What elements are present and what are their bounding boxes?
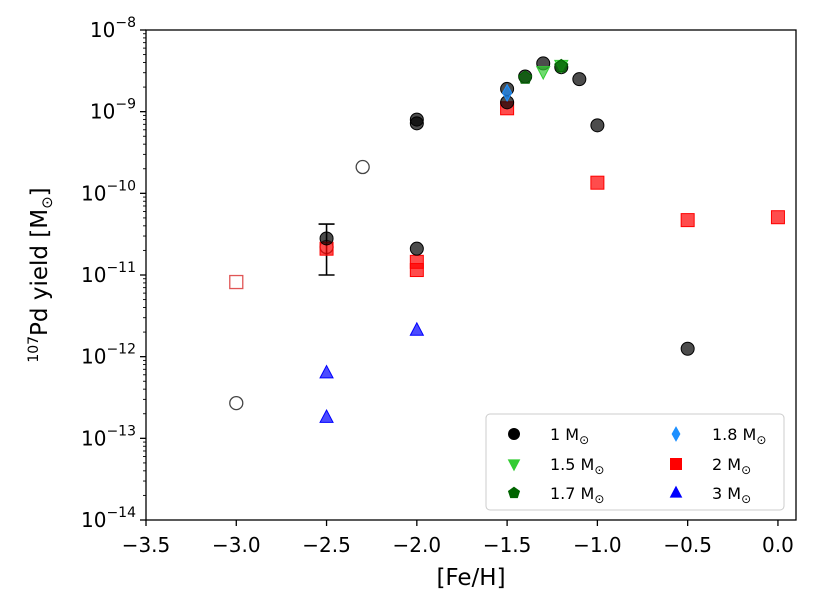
legend-label-sub-4: ⊙ bbox=[741, 463, 751, 477]
legend-marker-5 bbox=[669, 485, 683, 498]
legend-marker-1 bbox=[507, 459, 521, 472]
series-4-point-2 bbox=[409, 263, 424, 278]
series-5-point-1 bbox=[319, 408, 334, 423]
y-tick-label-6: 10−14 bbox=[81, 505, 136, 532]
y-axis-title: 107Pd yield [M⊙] bbox=[26, 187, 56, 362]
open-marker-0 bbox=[229, 395, 244, 411]
series-2-point-0 bbox=[518, 70, 533, 84]
legend-label-name-4: 2 M bbox=[712, 455, 741, 474]
series-0-point-3 bbox=[409, 241, 424, 256]
y-tick-label-base-3: 10 bbox=[81, 263, 106, 287]
legend-label-2: 1.7 M⊙ bbox=[550, 484, 604, 506]
series-0-point-9 bbox=[572, 72, 587, 87]
y-tick-label-exponent-0: −8 bbox=[115, 15, 136, 31]
x-tick-label-1: −3.0 bbox=[212, 533, 261, 557]
legend-label-5: 3 M⊙ bbox=[712, 484, 751, 506]
y-tick-label-base-4: 10 bbox=[81, 345, 106, 369]
y-tick-label-base-5: 10 bbox=[81, 426, 106, 450]
y-axis-title-isotope: 107 bbox=[26, 336, 42, 363]
open-marker-3 bbox=[229, 274, 244, 290]
legend-label-name-0: 1 M bbox=[550, 425, 579, 444]
series-5-point-0 bbox=[319, 364, 334, 379]
legend: 1 M⊙1.5 M⊙1.7 M⊙1.8 M⊙2 M⊙3 M⊙ bbox=[485, 413, 785, 511]
x-tick-label-0: −3.5 bbox=[122, 533, 171, 557]
series-4-point-6 bbox=[770, 210, 785, 225]
legend-marker-0 bbox=[508, 428, 520, 440]
plot-marks bbox=[229, 56, 785, 423]
y-tick-label-exponent-2: −10 bbox=[106, 178, 136, 194]
legend-label-0: 1 M⊙ bbox=[550, 425, 589, 447]
y-tick-label-exponent-4: −12 bbox=[106, 342, 136, 358]
series-0-point-0 bbox=[319, 231, 334, 246]
legend-marker-2 bbox=[507, 486, 521, 499]
y-tick-label-exponent-1: −9 bbox=[115, 97, 136, 113]
legend-label-name-1: 1.5 M bbox=[550, 455, 594, 474]
y-tick-label-exponent-3: −11 bbox=[106, 260, 136, 276]
x-axis-title: [Fe/H] bbox=[436, 565, 505, 591]
series-0-point-11 bbox=[680, 341, 695, 356]
series-4-point-5 bbox=[680, 213, 695, 228]
y-axis-title-main: Pd yield [M bbox=[27, 209, 53, 336]
legend-label-sub-0: ⊙ bbox=[579, 433, 589, 447]
y-tick-label-base-2: 10 bbox=[81, 181, 106, 205]
legend-label-sub-1: ⊙ bbox=[594, 463, 604, 477]
series-4-point-4 bbox=[590, 175, 605, 190]
y-axis-title-close: ] bbox=[27, 187, 53, 196]
series-0-point-10 bbox=[590, 118, 605, 133]
x-tick-label-6: −0.5 bbox=[663, 533, 712, 557]
y-tick-label-4: 10−12 bbox=[81, 342, 136, 369]
series-2-point-1 bbox=[554, 58, 569, 73]
legend-label-4: 2 M⊙ bbox=[712, 455, 751, 477]
legend-marker-3 bbox=[671, 426, 681, 442]
y-tick-label-3: 10−11 bbox=[81, 260, 136, 287]
x-tick-label-4: −1.5 bbox=[483, 533, 532, 557]
legend-label-1: 1.5 M⊙ bbox=[550, 455, 604, 477]
legend-label-name-5: 3 M bbox=[712, 484, 741, 503]
x-tick-label-7: 0.0 bbox=[762, 533, 794, 557]
y-tick-label-2: 10−10 bbox=[81, 178, 136, 205]
y-tick-label-base-1: 10 bbox=[90, 100, 115, 124]
legend-box bbox=[485, 413, 785, 511]
y-axis-title-sub: ⊙ bbox=[38, 196, 56, 209]
legend-marker-4 bbox=[670, 458, 682, 470]
legend-label-sub-3: ⊙ bbox=[756, 433, 766, 447]
x-tick-label-5: −1.0 bbox=[573, 533, 622, 557]
y-tick-label-exponent-5: −13 bbox=[106, 423, 136, 439]
y-tick-label-0: 10−8 bbox=[90, 15, 136, 42]
y-tick-label-base-6: 10 bbox=[81, 508, 106, 532]
axes: −3.5 −3.0 −2.5 −2.0 −1.5 −1.0 −0.5 0.010−810−91… bbox=[81, 15, 794, 557]
legend-label-name-2: 1.7 M bbox=[550, 484, 594, 503]
series-3-point-0 bbox=[501, 83, 513, 102]
series-0-point-2 bbox=[409, 116, 424, 131]
y-tick-label-exponent-6: −14 bbox=[106, 505, 136, 521]
y-tick-label-base-0: 10 bbox=[90, 18, 115, 42]
legend-label-3: 1.8 M⊙ bbox=[712, 425, 766, 447]
x-tick-label-3: −2.0 bbox=[393, 533, 442, 557]
series-1-point-0 bbox=[535, 66, 551, 81]
y-tick-label-5: 10−13 bbox=[81, 423, 136, 450]
open-marker-1 bbox=[355, 159, 370, 175]
x-tick-label-2: −2.5 bbox=[302, 533, 351, 557]
legend-label-sub-2: ⊙ bbox=[594, 492, 604, 506]
legend-label-name-3: 1.8 M bbox=[712, 425, 756, 444]
series-5-point-2 bbox=[409, 321, 425, 336]
y-tick-label-1: 10−9 bbox=[90, 97, 136, 124]
legend-label-sub-5: ⊙ bbox=[741, 492, 751, 506]
